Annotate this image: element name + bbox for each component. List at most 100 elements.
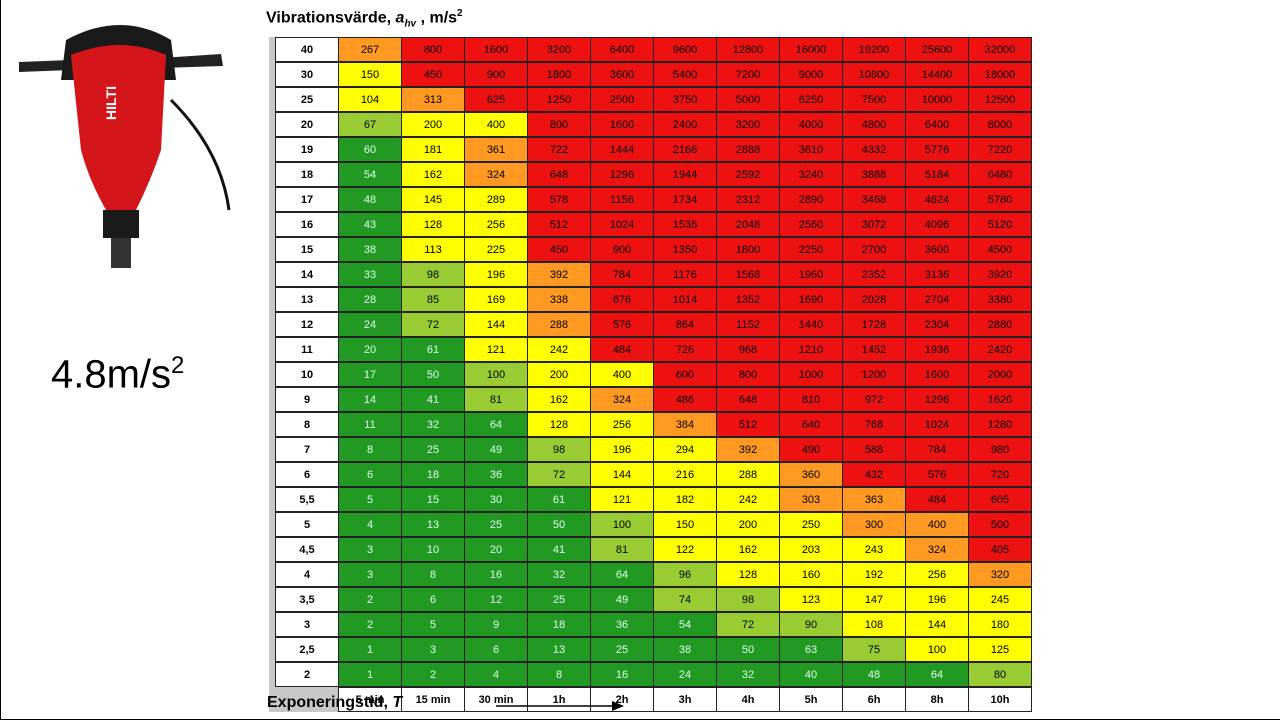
value-cell: 3750 [653, 87, 717, 112]
value-cell: 2304 [905, 312, 969, 337]
value-cell: 1944 [653, 162, 717, 187]
value-cell: 288 [527, 312, 591, 337]
value-cell: 20 [464, 537, 528, 562]
value-cell: 1936 [905, 337, 969, 362]
value-cell: 3600 [590, 62, 654, 87]
value-cell: 625 [464, 87, 528, 112]
value-cell: 267 [338, 37, 402, 62]
corner [275, 687, 338, 712]
value-cell: 75 [842, 637, 906, 662]
value-cell: 243 [842, 537, 906, 562]
value-cell: 2700 [842, 237, 906, 262]
value-cell: 484 [905, 487, 969, 512]
row-label: 10 [275, 362, 339, 387]
value-cell: 6400 [905, 112, 969, 137]
value-cell: 16000 [779, 37, 843, 62]
value-cell: 61 [401, 337, 465, 362]
column-label: 10h [968, 687, 1032, 712]
value-cell: 38 [338, 237, 402, 262]
value-cell: 32 [401, 412, 465, 437]
tool-vibration-value: 4.8m/s2 [51, 352, 185, 397]
value-cell: 7200 [716, 62, 780, 87]
value-cell: 245 [968, 587, 1032, 612]
value-cell: 1734 [653, 187, 717, 212]
column-label: 4h [716, 687, 780, 712]
table-title: Vibrationsvärde, ahv , m/s2 [266, 8, 463, 30]
value-cell: 1960 [779, 262, 843, 287]
value-cell: 1452 [842, 337, 906, 362]
value-cell: 17 [338, 362, 402, 387]
value-cell: 150 [338, 62, 402, 87]
value-cell: 8 [401, 562, 465, 587]
value-cell: 2890 [779, 187, 843, 212]
value-cell: 90 [779, 612, 843, 637]
value-cell: 392 [716, 437, 780, 462]
value-cell: 6480 [968, 162, 1032, 187]
row-label: 20 [275, 112, 339, 137]
value-cell: 1296 [905, 387, 969, 412]
value-cell: 64 [464, 412, 528, 437]
value-cell: 18 [527, 612, 591, 637]
value-cell: 24 [338, 312, 402, 337]
value-cell: 40 [779, 662, 843, 687]
row-label: 14 [275, 262, 339, 287]
value-cell: 200 [716, 512, 780, 537]
value-cell: 2 [338, 587, 402, 612]
value-cell: 98 [401, 262, 465, 287]
value-cell: 1250 [527, 87, 591, 112]
value-cell: 512 [716, 412, 780, 437]
value-cell: 9600 [653, 37, 717, 62]
value-cell: 5000 [716, 87, 780, 112]
value-cell: 300 [842, 512, 906, 537]
value-cell: 50 [401, 362, 465, 387]
value-cell: 144 [590, 462, 654, 487]
value-cell: 32000 [968, 37, 1032, 62]
value-cell: 200 [527, 362, 591, 387]
value-cell: 182 [653, 487, 717, 512]
value-cell: 128 [527, 412, 591, 437]
value-cell: 2500 [590, 87, 654, 112]
value-cell: 676 [590, 287, 654, 312]
value-cell: 3380 [968, 287, 1032, 312]
value-cell: 128 [401, 212, 465, 237]
value-cell: 324 [905, 537, 969, 562]
row-label: 18 [275, 162, 339, 187]
column-label: 5h [779, 687, 843, 712]
value-cell: 196 [590, 437, 654, 462]
value-cell: 2880 [968, 312, 1032, 337]
value-cell: 24 [653, 662, 717, 687]
value-cell: 450 [401, 62, 465, 87]
value-cell: 98 [716, 587, 780, 612]
value-cell: 294 [653, 437, 717, 462]
value-cell: 1280 [968, 412, 1032, 437]
value-cell: 3600 [905, 237, 969, 262]
value-cell: 810 [779, 387, 843, 412]
value-cell: 486 [653, 387, 717, 412]
row-label: 25 [275, 87, 339, 112]
value-cell: 3610 [779, 137, 843, 162]
value-cell: 6 [464, 637, 528, 662]
value-cell: 1296 [590, 162, 654, 187]
value-cell: 1568 [716, 262, 780, 287]
value-cell: 2592 [716, 162, 780, 187]
row-label: 3,5 [275, 587, 339, 612]
column-label: 2h [590, 687, 654, 712]
value-cell: 104 [338, 87, 402, 112]
value-cell: 64 [590, 562, 654, 587]
value-cell: 32 [527, 562, 591, 587]
row-label: 5 [275, 512, 339, 537]
value-cell: 392 [527, 262, 591, 287]
value-cell: 196 [905, 587, 969, 612]
value-cell: 216 [653, 462, 717, 487]
column-label: 5 min [338, 687, 402, 712]
value-cell: 640 [779, 412, 843, 437]
value-cell: 8000 [968, 112, 1032, 137]
value-cell: 288 [716, 462, 780, 487]
value-cell: 1352 [716, 287, 780, 312]
value-cell: 2420 [968, 337, 1032, 362]
value-cell: 2 [338, 612, 402, 637]
value-cell: 3240 [779, 162, 843, 187]
value-cell: 313 [401, 87, 465, 112]
value-cell: 6250 [779, 87, 843, 112]
value-cell: 192 [842, 562, 906, 587]
